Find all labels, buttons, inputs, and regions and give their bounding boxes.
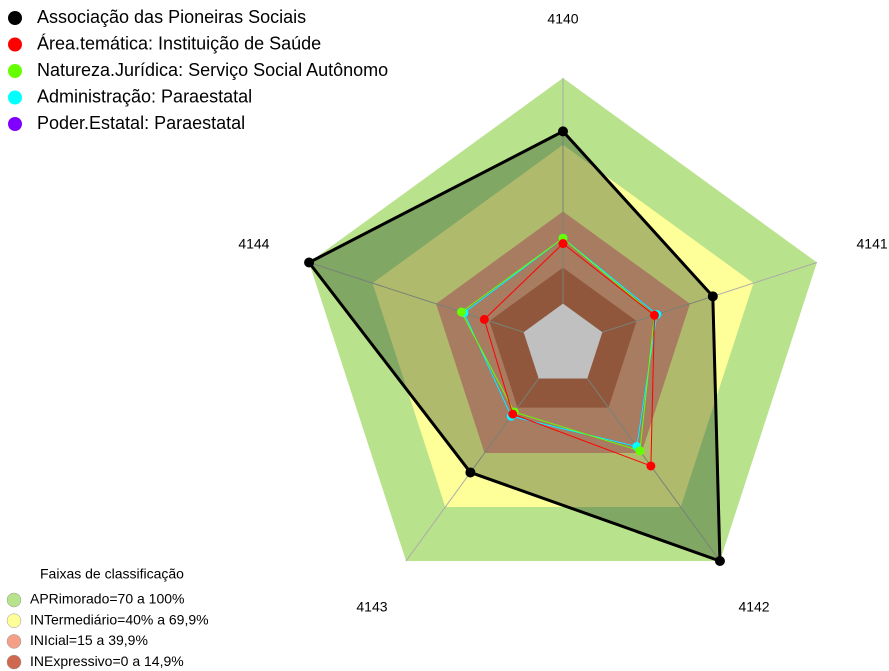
series-line xyxy=(460,237,655,452)
band-legend-marker xyxy=(6,613,22,628)
band-legend-label: INIcial=15 a 39,9% xyxy=(30,632,148,648)
axis-label: 4142 xyxy=(738,599,769,615)
legend-marker xyxy=(8,90,22,105)
point xyxy=(479,314,489,324)
bands-title: Faixas de classificação xyxy=(40,566,184,582)
series-line xyxy=(463,237,658,448)
axis-label: 4144 xyxy=(238,235,269,251)
point xyxy=(646,461,656,471)
band-legend-label: APRimorado=70 a 100% xyxy=(30,591,185,607)
legend-marker xyxy=(8,37,22,52)
axis-label: 4141 xyxy=(857,235,888,251)
legend-label: Poder.Estatal: Paraestatal xyxy=(37,113,245,133)
legend-label: Área.temática: Instituição de Saúde xyxy=(37,33,321,53)
spoke xyxy=(405,344,564,562)
legend-marker xyxy=(8,11,22,25)
axis-label: 4143 xyxy=(356,599,387,615)
band-legend-label: INExpressivo=0 a 14,9% xyxy=(30,653,184,669)
point xyxy=(707,291,718,302)
band-legend-marker xyxy=(6,634,22,649)
series-line xyxy=(483,242,655,467)
series-line xyxy=(306,129,722,564)
point xyxy=(635,446,645,456)
point xyxy=(649,310,659,320)
point xyxy=(714,556,725,567)
legend-label: Natureza.Jurídica: Serviço Social Autôno… xyxy=(37,60,388,80)
axis-label: 4140 xyxy=(547,11,578,27)
point xyxy=(558,126,568,137)
point xyxy=(508,409,518,419)
spoke xyxy=(308,262,564,346)
legend-label: Administração: Paraestatal xyxy=(37,86,252,106)
legend-marker xyxy=(8,64,22,78)
legend-marker xyxy=(8,117,22,131)
point xyxy=(465,467,476,478)
band-legend-marker xyxy=(6,654,22,670)
spoke xyxy=(562,262,818,346)
point xyxy=(456,307,466,317)
band-legend-marker xyxy=(6,592,22,608)
legend-label: Associação das Pioneiras Sociais xyxy=(37,7,306,27)
point xyxy=(558,239,568,249)
point xyxy=(304,257,315,268)
center xyxy=(523,303,603,379)
band-legend-label: INTermediário=40% a 69,9% xyxy=(30,611,209,627)
